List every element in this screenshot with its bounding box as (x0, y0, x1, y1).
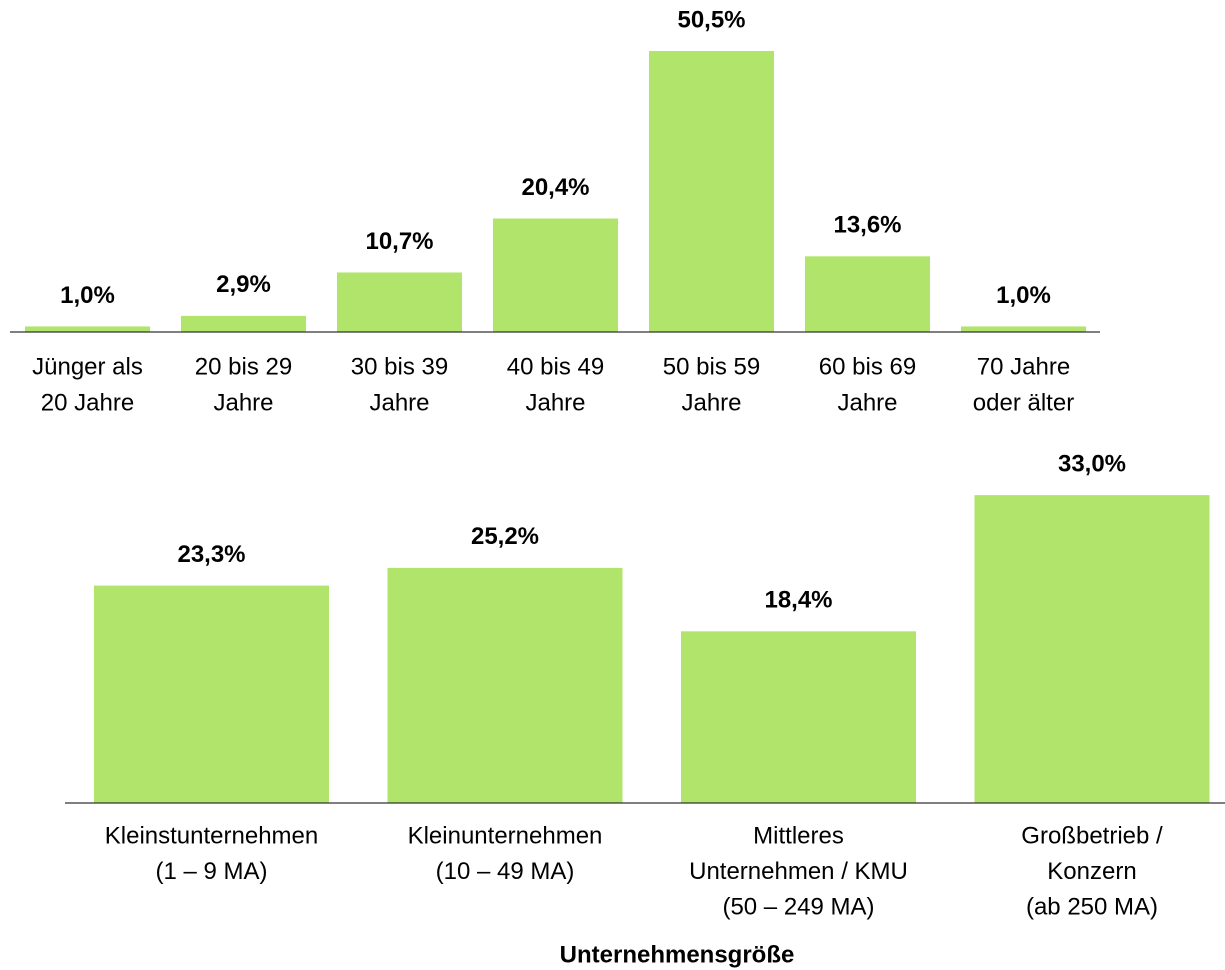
value-label: 50,5% (677, 6, 745, 33)
x-tick-label: Kleinunternehmen (408, 822, 603, 849)
x-tick-label: Jahre (525, 389, 585, 416)
value-label: 2,9% (216, 271, 271, 298)
x-tick-label: (50 – 249 MA) (722, 893, 874, 920)
x-tick-label: 50 bis 59 (663, 353, 760, 380)
x-tick-label: 20 bis 29 (195, 353, 292, 380)
value-label: 1,0% (996, 282, 1051, 309)
x-tick-label: Jahre (369, 389, 429, 416)
value-label: 18,4% (764, 587, 832, 614)
bar (25, 326, 150, 332)
value-label: 10,7% (365, 228, 433, 255)
bar (337, 272, 462, 332)
bar (974, 495, 1210, 803)
bar (94, 585, 329, 803)
value-label: 13,6% (833, 212, 901, 239)
bar (805, 256, 930, 332)
value-label: 33,0% (1058, 450, 1126, 477)
x-tick-label: Jahre (837, 389, 897, 416)
bar (649, 51, 774, 332)
value-label: 1,0% (60, 282, 115, 309)
x-axis-label: Unternehmensgröße (560, 941, 795, 968)
bar (181, 315, 306, 332)
x-tick-label: Jahre (213, 389, 273, 416)
x-tick-label: 30 bis 39 (351, 353, 448, 380)
bar (681, 631, 916, 803)
x-tick-label: Mittleres (753, 822, 844, 849)
value-label: 25,2% (471, 523, 539, 550)
x-tick-label: 60 bis 69 (819, 353, 916, 380)
bar (961, 326, 1086, 332)
x-tick-label: (10 – 49 MA) (436, 858, 575, 885)
bar (387, 567, 623, 803)
x-tick-label: oder älter (973, 389, 1074, 416)
x-tick-label: Unternehmen / KMU (689, 858, 908, 885)
x-tick-label: 40 bis 49 (507, 353, 604, 380)
x-tick-label: Jahre (681, 389, 741, 416)
x-tick-label: Großbetrieb / (1021, 822, 1163, 849)
x-tick-label: 20 Jahre (41, 389, 134, 416)
bar (493, 218, 618, 332)
x-tick-label: Kleinstunternehmen (105, 822, 318, 849)
x-tick-label: Jünger als (32, 353, 143, 380)
x-tick-label: Konzern (1047, 858, 1136, 885)
x-tick-label: (1 – 9 MA) (155, 858, 267, 885)
x-tick-label: 70 Jahre (977, 353, 1070, 380)
value-label: 23,3% (177, 541, 245, 568)
value-label: 20,4% (521, 174, 589, 201)
x-tick-label: (ab 250 MA) (1026, 893, 1158, 920)
